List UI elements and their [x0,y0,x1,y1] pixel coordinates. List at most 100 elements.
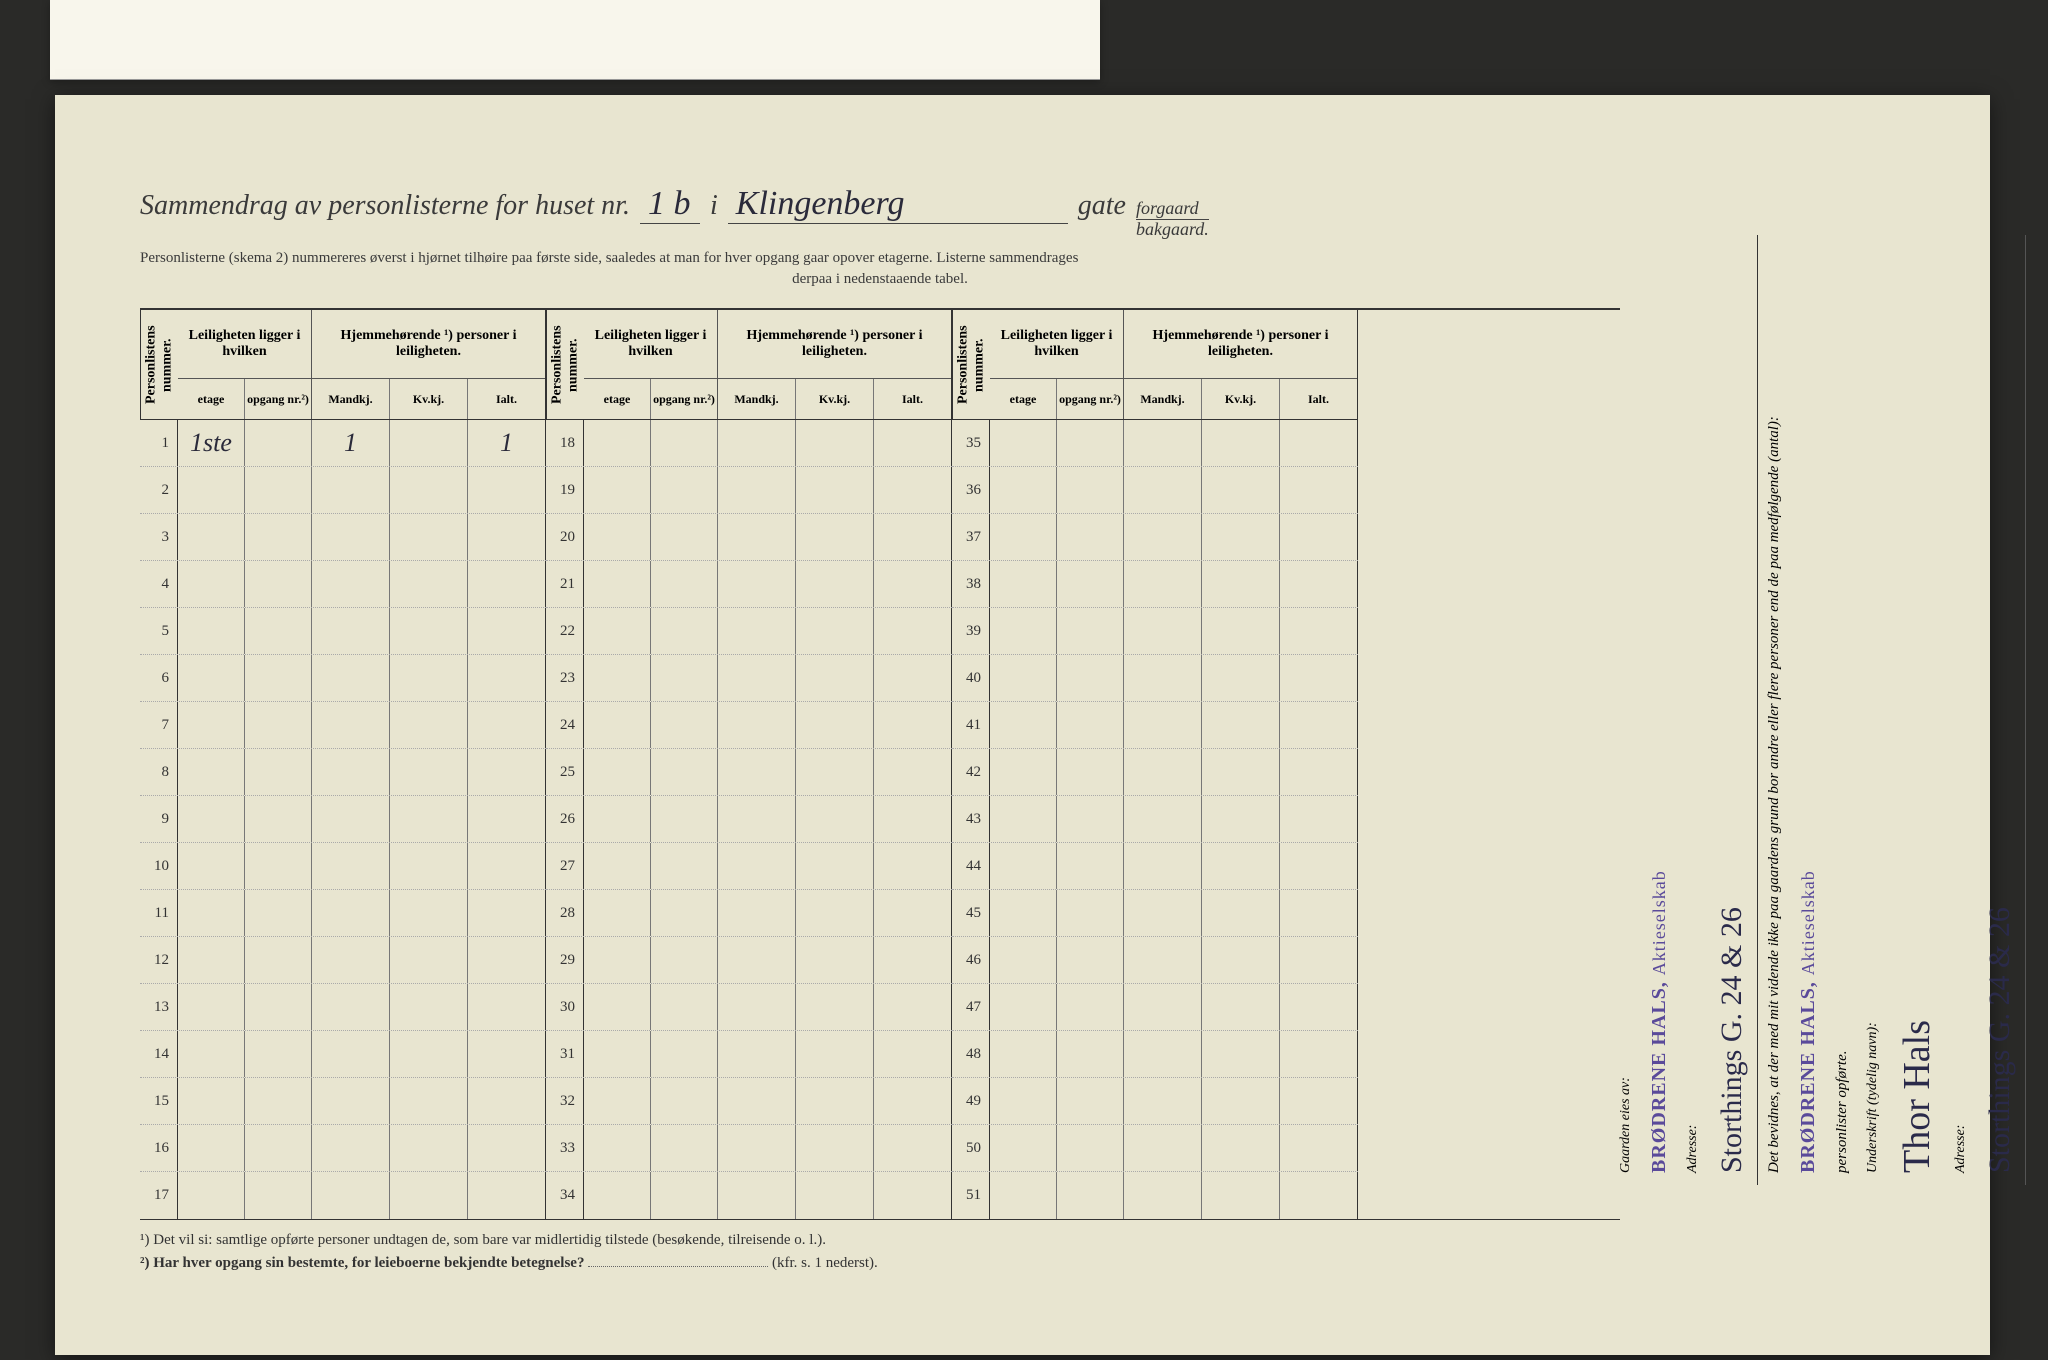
cell-ialt [468,890,546,936]
cell-rownum: 11 [140,890,178,936]
cell-ialt [468,843,546,889]
cell-rownum: 32 [546,1078,584,1124]
cell-ialt [468,655,546,701]
cell-ialt [1280,467,1358,513]
table-row: 11 [140,890,546,937]
cell-mandkj [1124,561,1202,607]
cell-mandkj: 1 [312,420,390,466]
cell-ialt [468,1172,546,1219]
cell-rownum: 47 [952,984,990,1030]
table-header: Personlistens nummer. Leiligheten ligger… [952,310,1358,420]
table-row: 28 [546,890,952,937]
col-personlistens: Personlistens nummer. [952,310,990,420]
cell-ialt [874,608,952,654]
table-row: 6 [140,655,546,702]
cell-opgang [245,561,312,607]
cell-etage [178,1031,245,1077]
cell-opgang [245,467,312,513]
cell-kvkj [796,514,874,560]
cell-kvkj [390,702,468,748]
cell-opgang [651,843,718,889]
cell-kvkj [796,420,874,466]
cell-ialt [1280,1078,1358,1124]
cell-ialt [468,561,546,607]
cell-rownum: 40 [952,655,990,701]
cell-mandkj [312,749,390,795]
cell-opgang [1057,420,1124,466]
table-row: 10 [140,843,546,890]
signer-address: Storthings G. 24 & 26 [1983,247,2017,1173]
cell-ialt [1280,843,1358,889]
cell-etage [990,420,1057,466]
cell-opgang [1057,937,1124,983]
stamp-light-2: Aktieselskab [1798,870,1818,975]
col-mandkj: Mandkj. [312,379,390,419]
cell-rownum: 36 [952,467,990,513]
cell-rownum: 10 [140,843,178,889]
cell-kvkj [796,1172,874,1219]
cell-ialt [468,608,546,654]
cell-mandkj [718,467,796,513]
cell-ialt [1280,514,1358,560]
table-row: 32 [546,1078,952,1125]
cell-rownum: 1 [140,420,178,466]
cell-mandkj [312,1172,390,1219]
col-personlistens: Personlistens nummer. [140,310,178,420]
cell-kvkj [390,467,468,513]
cell-ialt: 1 [468,420,546,466]
cell-kvkj [390,1125,468,1171]
cell-ialt [874,467,952,513]
cell-opgang [245,796,312,842]
cell-ialt [468,984,546,1030]
footnote-2-label: ²) Har hver opgang sin bestemte, for lei… [140,1255,584,1271]
cell-rownum: 35 [952,420,990,466]
table-row: 17 [140,1172,546,1219]
cell-etage [178,561,245,607]
cell-kvkj [1202,655,1280,701]
owner-label: Gaarden eies av: [1618,247,1634,1173]
cell-opgang [245,749,312,795]
cell-etage: 1ste [178,420,245,466]
gate-type: forgaard bakgaard. [1136,199,1209,238]
cell-ialt [874,1031,952,1077]
table-row: 16 [140,1125,546,1172]
cell-ialt [1280,702,1358,748]
table-row: 30 [546,984,952,1031]
cell-rownum: 42 [952,749,990,795]
col-ialt: Ialt. [468,379,545,419]
cell-rownum: 12 [140,937,178,983]
cell-rownum: 49 [952,1078,990,1124]
title-prefix: Sammendrag av personlisterne for huset n… [140,190,630,222]
cell-kvkj [1202,608,1280,654]
cell-rownum: 24 [546,702,584,748]
cell-kvkj [1202,1031,1280,1077]
table-row: 39 [952,608,1358,655]
footnote-2: ²) Har hver opgang sin bestemte, for lei… [140,1255,1620,1272]
table-row: 25 [546,749,952,796]
cell-etage [584,1172,651,1219]
cell-etage [178,984,245,1030]
footnote-1: ¹) Det vil si: samtlige opførte personer… [140,1232,1620,1249]
cell-mandkj [312,1031,390,1077]
cell-ialt [874,796,952,842]
owner-stamp: BRØDRENE HALS, Aktieselskab [1648,247,1671,1173]
cell-etage [178,467,245,513]
cell-mandkj [312,514,390,560]
cell-mandkj [718,1031,796,1077]
cell-rownum: 43 [952,796,990,842]
cell-ialt [874,1172,952,1219]
table-row: 5 [140,608,546,655]
cell-mandkj [312,561,390,607]
cell-opgang [1057,749,1124,795]
cell-etage [990,1125,1057,1171]
table-row: 41 [952,702,1358,749]
cell-mandkj [718,984,796,1030]
cell-rownum: 37 [952,514,990,560]
footnotes: ¹) Det vil si: samtlige opførte personer… [140,1232,1620,1272]
cell-opgang [651,1031,718,1077]
signature-label: Underskrift (tydelig navn): [1865,247,1881,1173]
cell-opgang [245,890,312,936]
cell-opgang [245,655,312,701]
cell-mandkj [1124,420,1202,466]
col-leiligheten: Leiligheten ligger i hvilken etage opgan… [178,310,312,419]
